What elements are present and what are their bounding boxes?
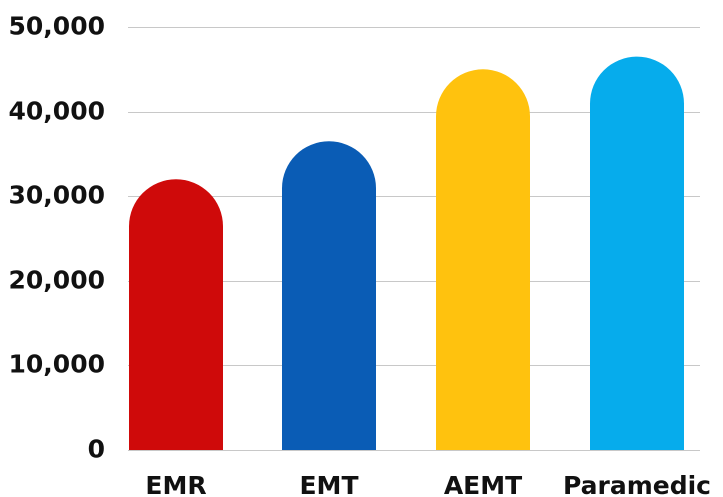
x-category-label: Paramedic [563, 471, 711, 497]
y-tick-label: 40,000 [9, 97, 105, 126]
x-category-label: AEMT [444, 471, 522, 497]
x-category-label: EMR [145, 471, 206, 497]
x-category-label: EMT [299, 471, 358, 497]
y-tick-label: 0 [88, 435, 105, 464]
bar-emt [282, 141, 376, 451]
bar-aemt [436, 69, 530, 451]
bar-emr [129, 179, 223, 450]
y-tick-label: 30,000 [9, 181, 105, 210]
x-axis-category-labels: EMR EMT AEMT Paramedic [145, 471, 711, 497]
y-tick-label: 50,000 [9, 12, 105, 41]
y-tick-label: 10,000 [9, 350, 105, 379]
bar-paramedic [590, 56, 684, 451]
gridlines [128, 27, 700, 451]
y-axis-tick-labels: 0 10,000 20,000 30,000 40,000 50,000 [9, 12, 105, 464]
bars [129, 56, 684, 451]
y-tick-label: 20,000 [9, 266, 105, 295]
